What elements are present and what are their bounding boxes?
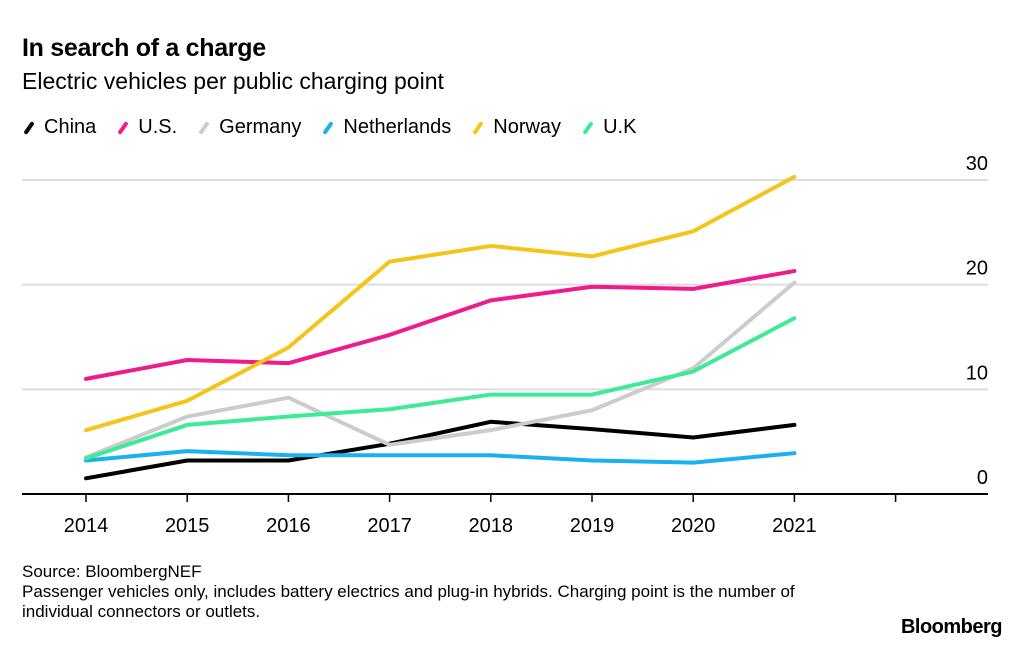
x-tick-label: 2018	[469, 515, 514, 537]
x-tick-label: 2014	[64, 515, 109, 537]
legend-label: China	[44, 116, 97, 138]
series-line-us	[84, 269, 797, 381]
chart-title: In search of a charge	[22, 34, 266, 62]
x-tick-label: 2016	[266, 515, 311, 537]
legend-item: U.K	[581, 116, 636, 139]
bloomberg-logo: Bloomberg	[900, 616, 1003, 638]
y-tick-label: 10	[966, 362, 988, 384]
legend-label: Norway	[493, 116, 562, 138]
legend-item: Netherlands	[321, 116, 451, 139]
x-tick-label: 2021	[772, 515, 817, 537]
legend-label: Netherlands	[343, 116, 452, 138]
y-tick-label: 0	[977, 467, 988, 489]
legend: China U.S. Germany Netherlands Norway U.K	[22, 116, 636, 139]
legend-label: U.K	[603, 116, 637, 138]
y-tick-label: 20	[966, 258, 988, 280]
x-tick-label: 2019	[570, 515, 615, 537]
legend-item: Germany	[197, 116, 301, 139]
legend-item: China	[22, 116, 96, 139]
x-tick-label: 2017	[367, 515, 412, 537]
footer: Source: BloombergNEF Passenger vehicles …	[22, 562, 802, 622]
legend-label: U.S.	[138, 116, 178, 138]
line-chart: 0 10 20 30 2014 2015 2016 2017 2018 2019 2020 2021	[22, 153, 988, 537]
source-note: Source: BloombergNEF	[22, 562, 202, 581]
series-line-norway	[84, 174, 797, 433]
series-line-china	[84, 419, 797, 481]
x-tick-label: 2015	[165, 515, 210, 537]
legend-label: Germany	[219, 116, 302, 138]
legend-item: Norway	[471, 116, 561, 139]
chart-subtitle: Electric vehicles per public charging po…	[22, 68, 444, 94]
series-line-uk	[84, 316, 797, 461]
series-line-netherlands	[84, 449, 797, 465]
x-tick-label: 2020	[671, 515, 716, 537]
y-tick-label: 30	[966, 153, 988, 175]
legend-item: U.S.	[116, 116, 177, 139]
footnote: Passenger vehicles only, includes batter…	[22, 582, 795, 621]
